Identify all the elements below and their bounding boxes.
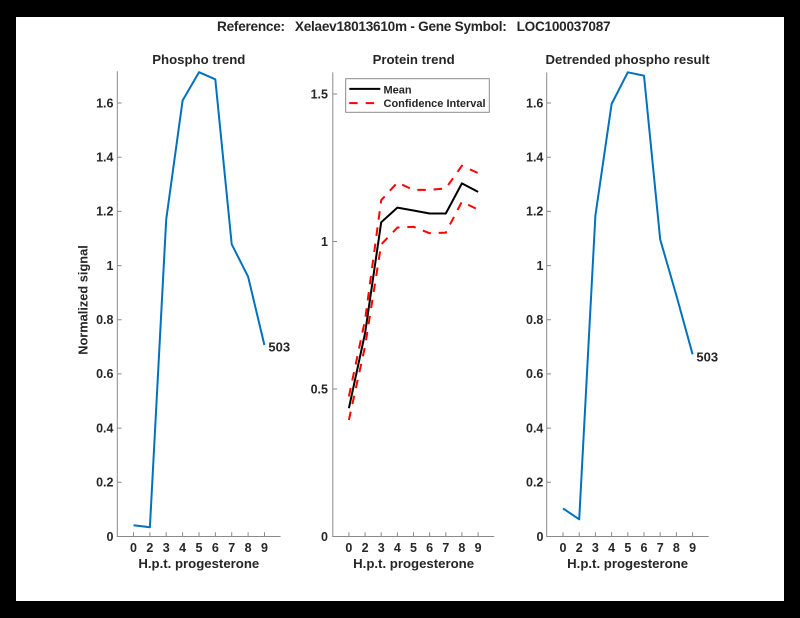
svg-text:Normalized signal: Normalized signal <box>76 245 91 355</box>
svg-text:0: 0 <box>130 541 137 555</box>
svg-text:0.4: 0.4 <box>526 421 543 435</box>
svg-text:7: 7 <box>442 541 449 555</box>
svg-text:9: 9 <box>475 541 482 555</box>
svg-text:6: 6 <box>426 541 433 555</box>
svg-text:Mean: Mean <box>384 85 412 97</box>
svg-text:1.2: 1.2 <box>526 205 543 219</box>
svg-text:0.8: 0.8 <box>526 313 543 327</box>
svg-text:0.6: 0.6 <box>96 367 113 381</box>
svg-text:1.6: 1.6 <box>96 96 113 110</box>
svg-text:3: 3 <box>378 541 385 555</box>
svg-text:503: 503 <box>268 340 290 355</box>
svg-text:7: 7 <box>228 541 235 555</box>
svg-text:7: 7 <box>657 541 664 555</box>
svg-text:H.p.t. progesterone: H.p.t. progesterone <box>353 556 474 571</box>
svg-text:5: 5 <box>410 541 417 555</box>
svg-text:0.2: 0.2 <box>526 476 543 490</box>
svg-text:Reference: Xelaev18013610m -: Reference: Xelaev18013610m - Gene Symbol… <box>217 19 610 34</box>
svg-text:H.p.t. progesterone: H.p.t. progesterone <box>567 556 688 571</box>
svg-text:0.6: 0.6 <box>526 367 543 381</box>
svg-text:1.6: 1.6 <box>526 96 543 110</box>
svg-text:4: 4 <box>394 541 401 555</box>
svg-text:0: 0 <box>345 541 352 555</box>
svg-text:0: 0 <box>536 530 543 544</box>
svg-text:1: 1 <box>536 259 543 273</box>
svg-text:9: 9 <box>689 541 696 555</box>
svg-text:0.5: 0.5 <box>311 382 328 396</box>
svg-text:0: 0 <box>107 530 114 544</box>
svg-text:0.4: 0.4 <box>96 421 113 435</box>
svg-text:2: 2 <box>362 541 369 555</box>
svg-text:6: 6 <box>641 541 648 555</box>
svg-text:4: 4 <box>608 541 615 555</box>
svg-text:1.4: 1.4 <box>96 151 113 165</box>
svg-text:2: 2 <box>146 541 153 555</box>
svg-text:1.5: 1.5 <box>311 87 328 101</box>
svg-text:8: 8 <box>673 541 680 555</box>
svg-text:H.p.t. progesterone: H.p.t. progesterone <box>138 556 259 571</box>
svg-text:Confidence Interval: Confidence Interval <box>384 98 486 110</box>
svg-text:Phospho trend: Phospho trend <box>152 52 245 67</box>
svg-text:3: 3 <box>163 541 170 555</box>
svg-text:503: 503 <box>696 350 718 365</box>
svg-text:8: 8 <box>245 541 252 555</box>
svg-text:0: 0 <box>560 541 567 555</box>
svg-text:1.2: 1.2 <box>96 205 113 219</box>
svg-text:3: 3 <box>592 541 599 555</box>
svg-text:8: 8 <box>458 541 465 555</box>
svg-text:1: 1 <box>321 235 328 249</box>
svg-text:6: 6 <box>212 541 219 555</box>
svg-text:0.8: 0.8 <box>96 313 113 327</box>
svg-text:1: 1 <box>107 259 114 273</box>
svg-text:1.4: 1.4 <box>526 151 543 165</box>
svg-text:5: 5 <box>196 541 203 555</box>
svg-text:0: 0 <box>321 530 328 544</box>
svg-text:Detrended phospho result: Detrended phospho result <box>546 52 711 67</box>
svg-text:0.2: 0.2 <box>96 476 113 490</box>
svg-text:2: 2 <box>576 541 583 555</box>
svg-text:Protein trend: Protein trend <box>373 52 455 67</box>
svg-text:9: 9 <box>261 541 268 555</box>
svg-text:4: 4 <box>179 541 186 555</box>
svg-text:5: 5 <box>624 541 631 555</box>
